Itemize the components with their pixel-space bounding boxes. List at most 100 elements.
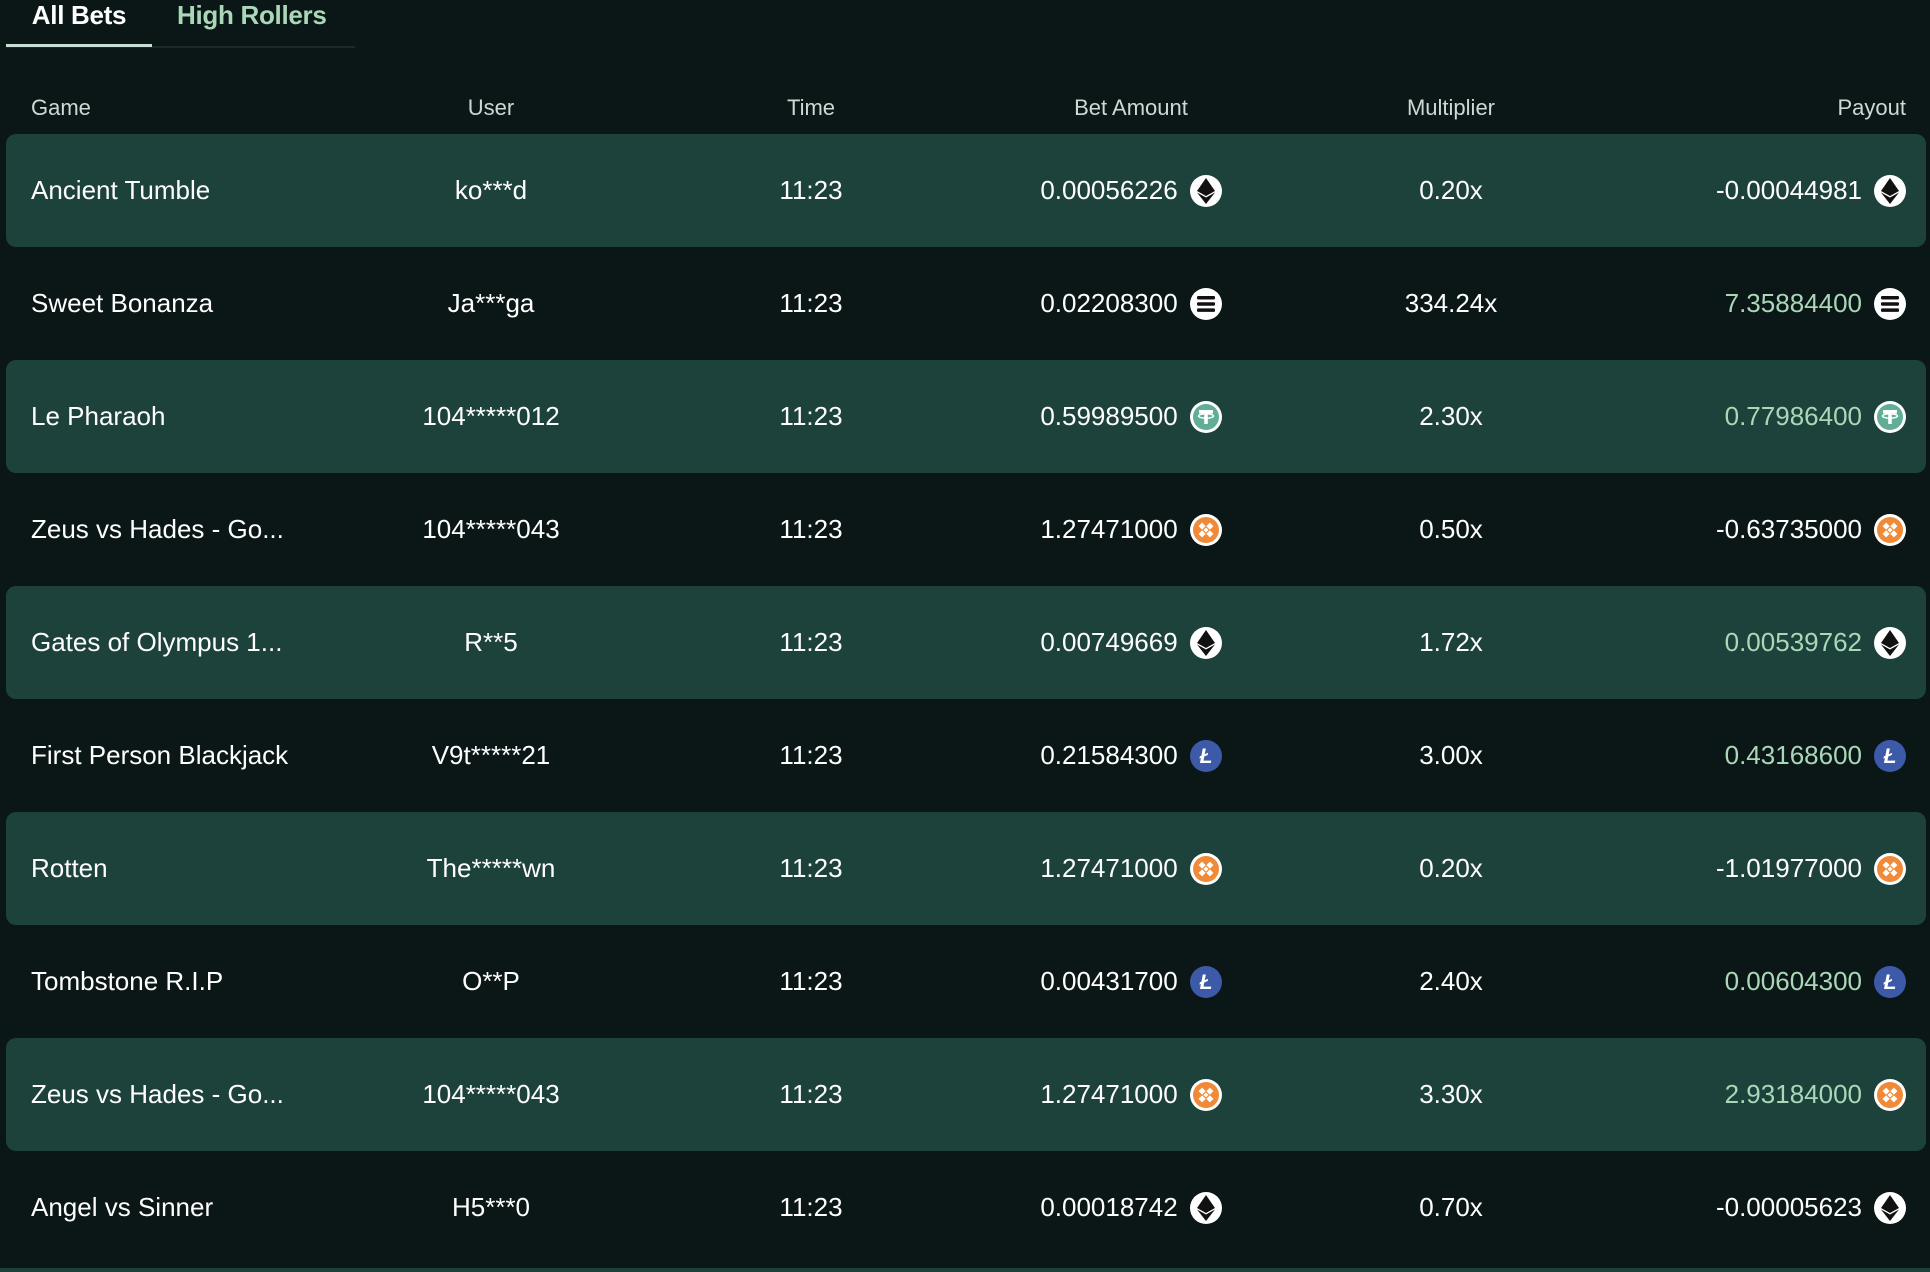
bet-time: 11:23 [779, 401, 843, 431]
eth-icon [1874, 626, 1906, 659]
bet-amount-cell: 0.02208300 [981, 247, 1281, 360]
bets-tabs: All Bets High Rollers [6, 0, 355, 48]
sol-icon [1189, 287, 1222, 320]
table-row[interactable]: Zeus vs Hades - Go... 104*****043 11:23 1.2… [6, 1038, 1926, 1151]
game-name: Zeus vs Hades - Go... [31, 1079, 284, 1109]
payout-amount: 0.00539762 [1724, 627, 1862, 657]
column-header-payout: Payout [1837, 95, 1907, 120]
multiplier: 1.72x [1419, 627, 1483, 657]
bnb-icon [1874, 513, 1906, 546]
payout-cell: -0.00005623 [1506, 1151, 1906, 1264]
bet-amount: 0.02208300 [1040, 288, 1178, 318]
user-name: Ja***ga [447, 288, 535, 318]
table-row[interactable]: First Person Blackjack V9t*****21 11:23 0.2… [6, 699, 1926, 812]
multiplier: 3.30x [1419, 1079, 1483, 1109]
sol-icon [1874, 287, 1906, 320]
bnb-icon [1189, 1078, 1222, 1111]
ltc-icon: Ł [1189, 739, 1222, 772]
user-name: O**P [462, 966, 520, 996]
payout-amount: -0.00044981 [1715, 175, 1862, 205]
game-name: Zeus vs Hades - Go... [31, 514, 284, 544]
bet-amount-cell: 0.00018742 [981, 1151, 1281, 1264]
bet-time: 11:23 [779, 514, 843, 544]
bnb-icon [1874, 852, 1906, 885]
bet-amount: 1.27471000 [1040, 853, 1178, 883]
bet-amount-cell: 0.00749669 [981, 586, 1281, 699]
bet-amount: 0.00749669 [1040, 627, 1178, 657]
eth-icon [1189, 1191, 1222, 1224]
game-name: Ancient Tumble [31, 175, 211, 205]
eth-icon [1189, 626, 1222, 659]
payout-cell: 0.43168600 Ł [1506, 699, 1906, 812]
bet-amount: 1.27471000 [1040, 1079, 1178, 1109]
payout-cell: 7.35884400 [1506, 247, 1906, 360]
tab-all-bets[interactable]: All Bets [6, 0, 152, 47]
game-name: Gates of Olympus 1... [31, 627, 283, 657]
payout-amount: 0.77986400 [1724, 401, 1862, 431]
table-row[interactable]: Rotten The*****wn 11:23 1.27471000 0.20x -1.0… [6, 812, 1926, 925]
bet-time: 11:23 [779, 740, 843, 770]
payout-cell: 0.77986400 [1506, 360, 1906, 473]
bet-amount-cell: 0.00056226 [981, 134, 1281, 247]
user-name: V9t*****21 [431, 740, 551, 770]
bet-time: 11:23 [779, 627, 843, 657]
usdt-icon [1874, 400, 1906, 433]
bet-time: 11:23 [779, 966, 843, 996]
ltc-icon: Ł [1189, 965, 1222, 998]
table-row[interactable]: Tombstone R.I.P O**P 11:23 0.00431700 Ł 2.40x… [6, 925, 1926, 1038]
user-name: The*****wn [426, 853, 556, 883]
bet-amount-cell: 1.27471000 [981, 812, 1281, 925]
bet-amount: 0.00431700 [1040, 966, 1178, 996]
multiplier: 0.20x [1419, 853, 1483, 883]
table-row[interactable]: Le Pharaoh 104*****012 11:23 0.59989500 2.30… [6, 360, 1926, 473]
bet-amount-cell: 1.27471000 [981, 473, 1281, 586]
bet-amount-cell: 0.21584300 Ł [981, 699, 1281, 812]
table-row[interactable]: Ancient Tumble ko***d 11:23 0.00056226 0.20x… [6, 134, 1926, 247]
game-name: Tombstone R.I.P [31, 966, 224, 996]
eth-icon [1874, 1191, 1906, 1224]
tab-high-rollers[interactable]: High Rollers [177, 0, 327, 30]
multiplier: 0.50x [1419, 514, 1483, 544]
bet-amount: 0.21584300 [1040, 740, 1178, 770]
game-name: First Person Blackjack [31, 740, 289, 770]
bnb-icon [1189, 513, 1222, 546]
multiplier: 0.20x [1419, 175, 1483, 205]
bet-amount-cell: 1.27471000 [981, 1038, 1281, 1151]
multiplier: 2.30x [1419, 401, 1483, 431]
payout-cell: 2.93184000 [1506, 1038, 1906, 1151]
table-row[interactable]: Gates of Olympus 1... R**5 11:23 0.00749669… [6, 586, 1926, 699]
table-row[interactable]: Angel vs Sinner H5***0 11:23 0.00018742 0.70… [6, 1151, 1926, 1264]
user-name: ko***d [454, 175, 528, 205]
bnb-icon [1189, 852, 1222, 885]
user-name: 104*****043 [422, 514, 560, 544]
ltc-icon: Ł [1874, 739, 1906, 772]
payout-amount: -0.00005623 [1715, 1192, 1862, 1222]
payout-amount: -1.01977000 [1715, 853, 1862, 883]
payout-amount: -0.63735000 [1715, 514, 1862, 544]
bet-amount: 0.59989500 [1040, 401, 1178, 431]
bet-amount: 1.27471000 [1040, 514, 1178, 544]
ltc-icon: Ł [1874, 965, 1906, 998]
svg-text:Ł: Ł [1198, 745, 1212, 768]
bet-time: 11:23 [779, 1192, 843, 1222]
payout-amount: 0.43168600 [1724, 740, 1862, 770]
payout-amount: 0.00604300 [1724, 966, 1862, 996]
bet-time: 11:23 [779, 1079, 843, 1109]
column-header-game: Game [31, 95, 91, 120]
bet-amount-cell: 0.00431700 Ł [981, 925, 1281, 1038]
bets-table: Game User Time Bet Amount Multiplier Pay… [6, 82, 1926, 1264]
multiplier: 334.24x [1404, 288, 1498, 318]
payout-cell: 0.00604300 Ł [1506, 925, 1906, 1038]
multiplier: 3.00x [1419, 740, 1483, 770]
user-name: R**5 [464, 627, 518, 657]
payout-cell: -0.00044981 [1506, 134, 1906, 247]
table-row[interactable]: Sweet Bonanza Ja***ga 11:23 0.02208300 334.2… [6, 247, 1926, 360]
table-row[interactable]: Zeus vs Hades - Go... 104*****043 11:23 1.2… [6, 473, 1926, 586]
svg-text:Ł: Ł [1198, 971, 1212, 994]
user-name: 104*****043 [422, 1079, 560, 1109]
column-header-bet-amount: Bet Amount [1074, 95, 1188, 120]
payout-amount: 7.35884400 [1724, 288, 1862, 318]
game-name: Sweet Bonanza [31, 288, 214, 318]
svg-text:Ł: Ł [1883, 971, 1897, 994]
